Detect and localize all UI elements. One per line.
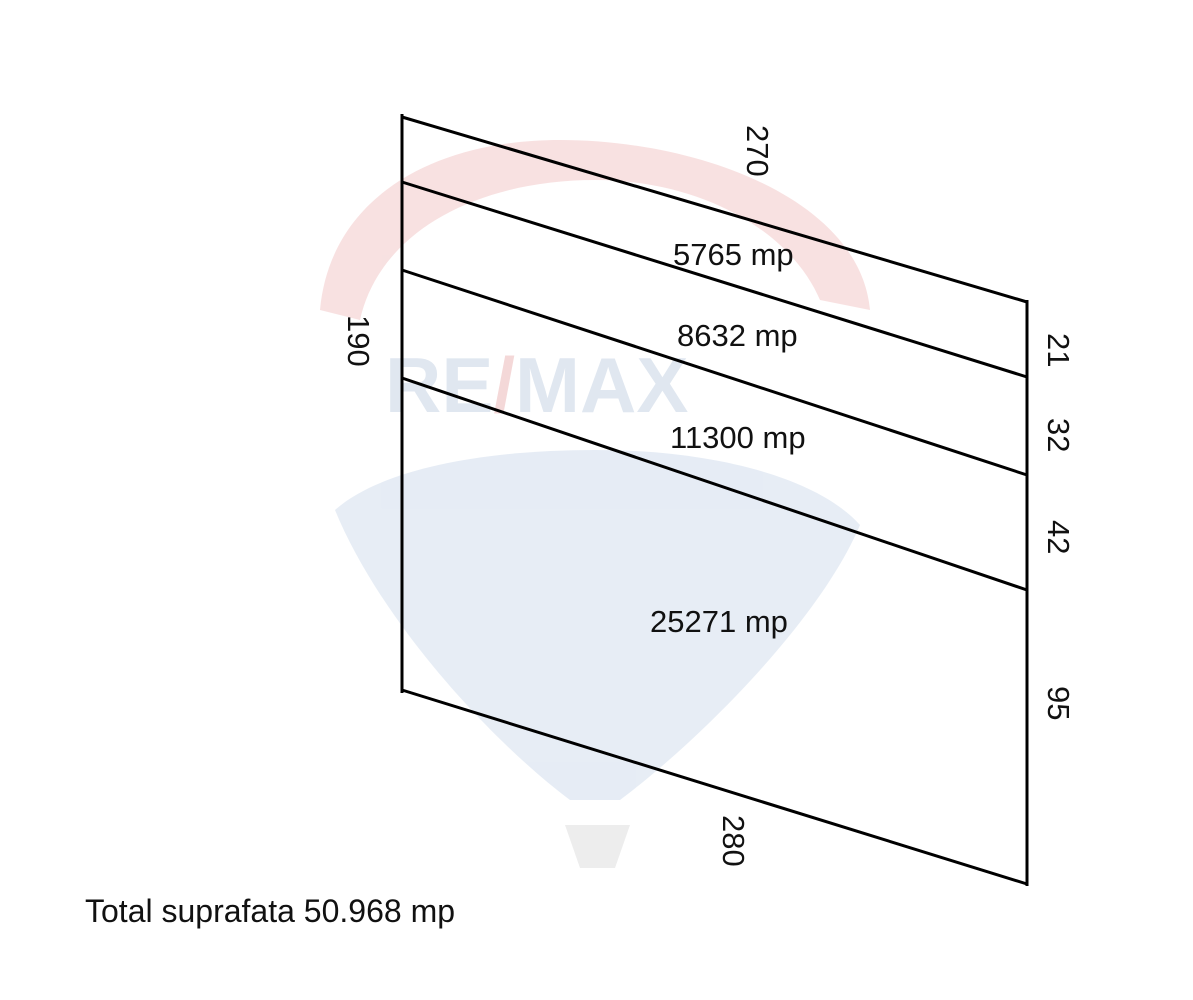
- dim-right-3: 42: [1041, 520, 1076, 554]
- top-boundary: [401, 115, 1028, 304]
- dim-right-1: 21: [1041, 333, 1076, 367]
- bottom-boundary: [401, 688, 1028, 886]
- watermark-basket: [565, 825, 630, 868]
- divider-2: [401, 268, 1028, 477]
- plot-area-2: 8632 mp: [677, 318, 798, 353]
- dim-bottom: 280: [716, 815, 751, 867]
- dim-right-2: 32: [1041, 418, 1076, 452]
- remax-watermark: RE/MAX: [320, 140, 870, 868]
- total-area: Total suprafata 50.968 mp: [85, 893, 456, 929]
- dim-left: 190: [341, 315, 376, 367]
- watermark-balloon-top: [320, 140, 870, 320]
- divider-1: [401, 180, 1028, 379]
- watermark-text: RE/MAX: [385, 341, 688, 429]
- plot-area-1: 5765 mp: [673, 237, 794, 272]
- plot-area-3: 11300 mp: [670, 420, 806, 455]
- watermark-balloon-bottom: [335, 450, 860, 800]
- boundary-lines: [400, 114, 1029, 886]
- dim-top: 270: [740, 125, 775, 177]
- divider-3: [401, 376, 1028, 592]
- dim-right-4: 95: [1041, 686, 1076, 720]
- plot-area-4: 25271 mp: [650, 604, 788, 639]
